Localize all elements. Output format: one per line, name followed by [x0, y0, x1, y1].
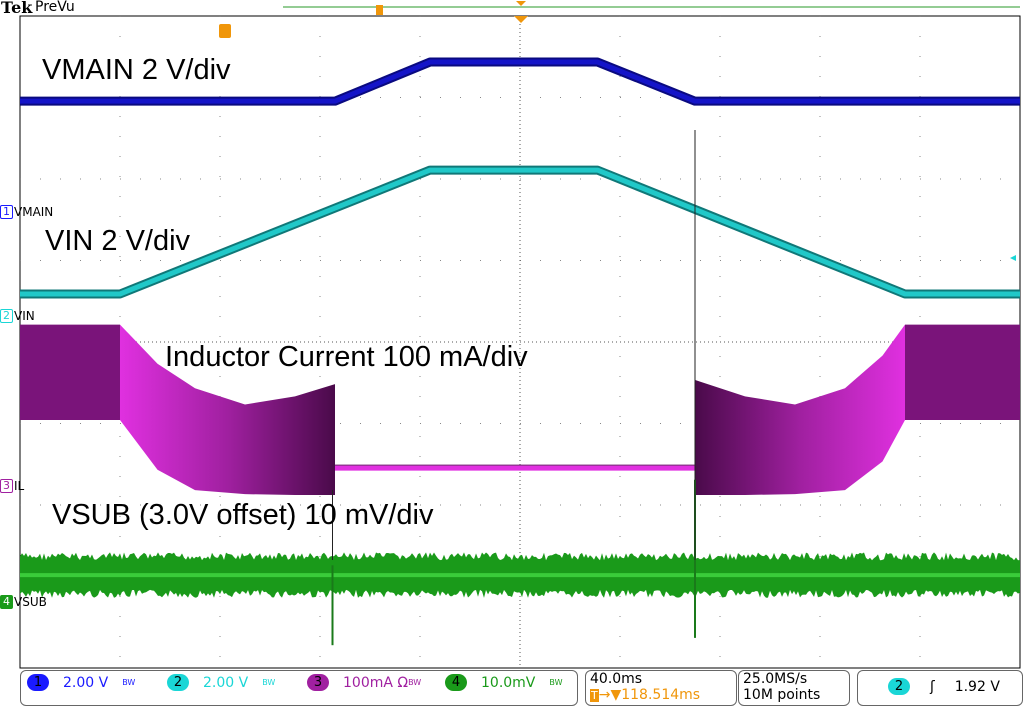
- channel-3-number: 3: [0, 479, 13, 493]
- channel-3-scale: 100mA Ω: [343, 674, 409, 691]
- channel-1-name: VMAIN: [14, 205, 54, 219]
- channel-2-setting[interactable]: 2 2.00 V BW: [167, 674, 275, 691]
- annotation-vsub: VSUB (3.0V offset) 10 mV/div: [52, 499, 434, 531]
- channel-3-name: IL: [14, 479, 25, 493]
- trigger-settings[interactable]: 2 ʃ 1.92 V: [857, 670, 1023, 706]
- channel-4-name: VSUB: [14, 595, 47, 609]
- channel-2-badge: 2: [167, 674, 189, 691]
- sample-rate: 25.0MS/s: [743, 671, 808, 687]
- il-envelope-rising: [695, 324, 905, 495]
- vin-trace: [20, 167, 1020, 297]
- record-length: 10M points: [743, 687, 821, 703]
- il-envelope-left: [20, 324, 120, 420]
- trigger-point-marker: [376, 5, 383, 15]
- expansion-point-marker: [516, 1, 526, 6]
- rising-edge-icon: ʃ: [930, 678, 935, 695]
- timebase: 40.0ms: [590, 671, 643, 687]
- channel-3-setting[interactable]: 3 100mA Ω BW: [307, 674, 421, 691]
- bandwidth-limit-icon: BW: [408, 678, 422, 687]
- vmain-trace: [20, 59, 1020, 104]
- channel-2-number: 2: [0, 309, 13, 323]
- bandwidth-limit-icon: BW: [122, 678, 136, 687]
- il-envelope-right: [905, 324, 1020, 420]
- channel-1-number: 1: [0, 205, 13, 219]
- channel-4-setting[interactable]: 4 10.0mV BW: [445, 674, 563, 691]
- channel-1-scale: 2.00 V: [63, 674, 109, 691]
- trigger-level: 1.92 V: [954, 678, 1000, 695]
- horizontal-settings[interactable]: 40.0ms T→▼118.514ms: [585, 670, 737, 706]
- trigger-arrow-icon: [514, 16, 528, 23]
- channel-3-badge: 3: [307, 674, 329, 691]
- channel-2-name: VIN: [14, 309, 35, 323]
- channel-2-marker[interactable]: 2 VIN: [0, 309, 35, 323]
- trigger-position-icon: T: [590, 689, 599, 702]
- trigger-level-arrow-icon: [1010, 255, 1016, 261]
- channel-1-marker[interactable]: 1 VMAIN: [0, 205, 53, 219]
- channel-1-setting[interactable]: 1 2.00 V BW: [27, 674, 135, 691]
- acquisition-settings[interactable]: 25.0MS/s 10M points: [738, 670, 850, 706]
- bandwidth-limit-icon: BW: [262, 678, 276, 687]
- channel-4-marker[interactable]: 4 VSUB: [0, 595, 47, 609]
- channel-4-badge: 4: [445, 674, 467, 691]
- trigger-source-badge: 2: [888, 678, 910, 695]
- acquisition-mode: PreVu: [35, 0, 75, 15]
- trigger-time-marker-icon: [219, 24, 231, 38]
- trigger-position: ▼118.514ms: [610, 687, 701, 703]
- annotation-il: Inductor Current 100 mA/div: [165, 341, 528, 373]
- brand-logo: Tek: [1, 0, 33, 17]
- channel-4-scale: 10.0mV: [481, 674, 536, 691]
- channel-3-marker[interactable]: 3 IL: [0, 479, 24, 493]
- annotation-vin: VIN 2 V/div: [45, 225, 191, 257]
- channel-settings-bar: 1 2.00 V BW 2 2.00 V BW 3 100mA Ω BW 4 10.0mV BW: [20, 670, 578, 706]
- channel-1-badge: 1: [27, 674, 49, 691]
- annotation-vmain: VMAIN 2 V/div: [42, 54, 231, 87]
- il-envelope-falling: [120, 324, 335, 495]
- channel-4-number: 4: [0, 595, 13, 609]
- channel-2-scale: 2.00 V: [203, 674, 249, 691]
- bandwidth-limit-icon: BW: [549, 678, 563, 687]
